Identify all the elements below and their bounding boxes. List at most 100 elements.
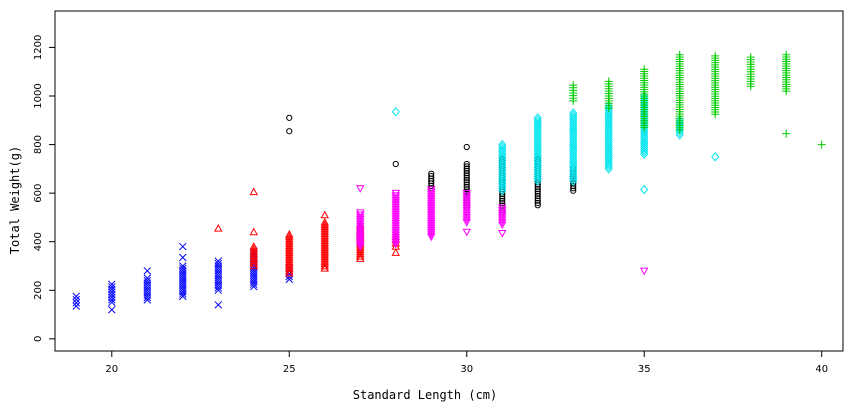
data-point [534, 186, 541, 193]
data-point [462, 189, 471, 198]
data-point [320, 245, 330, 254]
data-point [320, 238, 330, 247]
data-point [498, 139, 507, 150]
data-point [463, 163, 470, 170]
data-point [462, 228, 471, 237]
x-tick-label: 25 [283, 364, 296, 375]
data-point [497, 209, 507, 218]
data-point [320, 252, 330, 261]
data-point [569, 108, 578, 118]
data-point [320, 247, 330, 256]
x-tick-label: 40 [815, 364, 828, 375]
data-point [320, 229, 330, 238]
data-point [497, 221, 507, 230]
data-point [108, 283, 116, 291]
data-point [285, 234, 294, 243]
data-point [462, 219, 471, 227]
data-point [499, 197, 506, 205]
data-point [285, 241, 294, 250]
y-tick-label: 0 [33, 336, 44, 342]
data-point [391, 194, 401, 203]
data-point [392, 160, 399, 168]
data-point [497, 214, 507, 222]
data-point [285, 264, 294, 272]
data-point [320, 222, 330, 231]
data-point [320, 217, 330, 226]
data-point [285, 261, 294, 270]
data-point [320, 220, 330, 228]
data-point [285, 232, 294, 240]
data-point [72, 292, 81, 301]
y-axis-title: Total Weight(g) [8, 146, 22, 254]
y-tick-label: 800 [33, 135, 44, 154]
data-point [427, 188, 436, 197]
data-point [285, 257, 294, 266]
data-point [320, 259, 330, 268]
data-point [320, 227, 330, 235]
data-point [179, 253, 187, 262]
data-point [356, 213, 365, 222]
data-point [497, 204, 507, 213]
x-axis: 20 25 30 35 40 [105, 350, 828, 375]
data-point [143, 274, 152, 282]
y-tick-label: 200 [33, 281, 44, 300]
data-point [463, 174, 470, 181]
data-point [214, 223, 223, 232]
data-point [285, 236, 294, 245]
data-point [320, 254, 330, 263]
data-point [462, 197, 471, 205]
data-point [285, 248, 294, 256]
data-point [356, 245, 365, 253]
data-point [497, 216, 507, 225]
data-point [497, 219, 507, 227]
data-point [640, 184, 649, 195]
data-point [320, 240, 330, 249]
data-point [463, 186, 470, 193]
data-point [711, 51, 720, 60]
x-tick-label: 20 [105, 364, 118, 375]
data-point [463, 167, 470, 175]
data-point [675, 50, 684, 59]
data-point [782, 50, 791, 59]
data-point [391, 189, 401, 198]
data-point [179, 264, 187, 273]
chart-marks [72, 50, 826, 314]
data-point [462, 211, 471, 220]
data-point [285, 259, 294, 268]
data-point [249, 242, 259, 250]
data-point [356, 249, 365, 258]
data-point [214, 301, 223, 309]
data-point [286, 114, 293, 121]
data-point [320, 210, 330, 219]
data-point [285, 245, 294, 254]
data-point [391, 192, 401, 200]
data-point [427, 190, 436, 199]
data-point [285, 252, 294, 261]
data-point [143, 276, 152, 285]
data-point [462, 202, 471, 210]
data-point [249, 227, 259, 236]
data-point [286, 128, 293, 135]
data-point [462, 206, 471, 215]
data-point [497, 229, 507, 238]
data-point [320, 243, 330, 251]
data-point [534, 188, 541, 195]
data-point [462, 216, 471, 225]
data-point [534, 190, 541, 197]
data-point [499, 193, 506, 200]
data-point [499, 195, 506, 202]
data-point [249, 261, 259, 270]
data-point [427, 186, 436, 194]
data-point [533, 113, 542, 123]
data-point [356, 209, 365, 218]
x-tick-label: 30 [460, 364, 473, 375]
data-point [391, 248, 401, 256]
data-point [320, 231, 330, 240]
data-point [249, 254, 259, 262]
data-point [249, 187, 259, 196]
data-point [463, 170, 470, 177]
data-point [569, 81, 578, 90]
data-point [249, 259, 259, 267]
data-point [214, 257, 223, 265]
y-tick-label: 1000 [33, 83, 44, 108]
